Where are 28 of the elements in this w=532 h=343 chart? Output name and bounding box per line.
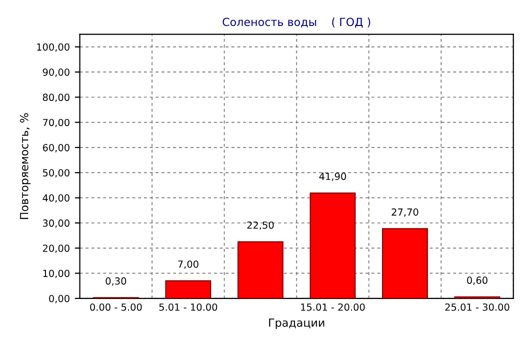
- x-tick-label: 5.01 - 10.00: [159, 303, 218, 311]
- y-tick-label: 0,00: [49, 294, 70, 304]
- x-tick-label: 0.00 - 5.00: [90, 303, 142, 311]
- y-tick-label: 90,00: [42, 68, 70, 77]
- y-tick-label: 70,00: [43, 118, 70, 128]
- y-tick-label: 50,00: [42, 169, 70, 178]
- data-label: 22,50: [247, 221, 274, 230]
- y-tick-label: 10,00: [43, 270, 70, 278]
- data-label: 0,30: [106, 277, 126, 286]
- y-tick-label: 100,00: [37, 43, 70, 52]
- x-tick-label: 15.01 - 20.00: [301, 303, 365, 311]
- data-label: 0,60: [467, 276, 488, 285]
- bar: [310, 192, 356, 298]
- x-axis-title: Градации: [269, 318, 324, 329]
- y-axis-title: Повторяемость, %: [20, 113, 31, 220]
- chart-title: Соленость воды ( ГОД ): [222, 18, 370, 28]
- data-label: 27,70: [392, 208, 418, 217]
- y-tick-label: 60,00: [42, 144, 70, 152]
- y-tick-label: 20,00: [42, 244, 70, 253]
- x-tick-label: 25.01 - 30.00: [445, 303, 510, 311]
- y-tick-label: 30,00: [42, 219, 70, 228]
- data-label: 7,00: [178, 260, 198, 269]
- bar: [165, 280, 212, 298]
- y-tick-label: 80,00: [42, 94, 70, 102]
- bar: [382, 228, 428, 298]
- data-label: 41,90: [319, 172, 346, 182]
- y-tick-label: 40,00: [42, 194, 70, 203]
- bar: [238, 241, 284, 298]
